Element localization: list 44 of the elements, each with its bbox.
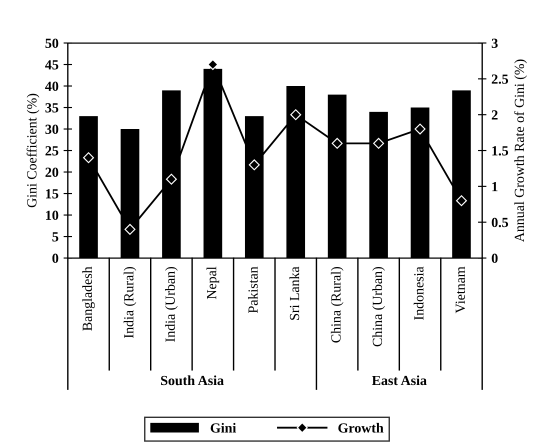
x-tick-label: India (Urban) xyxy=(165,266,178,342)
y-tick-label: 0 xyxy=(52,254,58,264)
y-tick-label: 35 xyxy=(45,103,58,112)
y-tick-label: 15 xyxy=(46,189,58,198)
y2-axis-title: Annual Growth Rate of Gini (%) xyxy=(514,60,527,242)
y2-tick-label: 3 xyxy=(492,38,498,48)
point xyxy=(207,59,218,70)
x-tick-label: China (Rural) xyxy=(330,266,344,343)
x-tick-label: Pakistan xyxy=(248,266,258,314)
y2-tick-label: 1 xyxy=(492,182,498,192)
point xyxy=(290,109,302,120)
point xyxy=(332,138,343,149)
y2-tick-label: 0.5 xyxy=(492,218,508,228)
x-tick-label: China (Urban) xyxy=(372,266,385,346)
x-tick-label: Bangladesh xyxy=(82,266,95,331)
y-tick-label: 30 xyxy=(45,124,58,134)
point xyxy=(83,152,94,164)
legend-label: Growth xyxy=(338,422,384,433)
y-tick-label: 25 xyxy=(45,146,58,156)
y2-tick-label: 2.5 xyxy=(492,74,508,84)
y-tick-label: 20 xyxy=(45,168,58,177)
y-axis-title: Gini Coefficient (%) xyxy=(26,94,40,208)
legend-label: Gini xyxy=(210,422,236,433)
point xyxy=(248,159,260,170)
y-tick-label: 45 xyxy=(45,60,58,70)
text: South Asia xyxy=(161,375,224,386)
y2-tick-label: 1.5 xyxy=(492,146,508,156)
point xyxy=(456,195,467,206)
y-tick-label: 5 xyxy=(52,232,58,242)
y-tick-label: 10 xyxy=(46,210,58,220)
x-tick-label: Indonesia xyxy=(414,266,424,320)
text: East Asia xyxy=(372,375,427,386)
y2-tick-label: 2 xyxy=(492,110,498,120)
y-tick-label: 50 xyxy=(45,38,58,48)
point xyxy=(166,174,177,185)
point xyxy=(124,224,136,235)
x-tick-label: Nepal xyxy=(206,266,220,300)
point xyxy=(414,124,426,134)
y-tick-label: 40 xyxy=(45,82,58,91)
y2-tick-label: 0 xyxy=(492,254,498,264)
x-tick-label: Sri Lanka xyxy=(289,266,300,320)
x-tick-label: India (Rural) xyxy=(124,266,136,338)
x-tick-label: Vietnam xyxy=(456,266,466,314)
point xyxy=(373,138,384,149)
